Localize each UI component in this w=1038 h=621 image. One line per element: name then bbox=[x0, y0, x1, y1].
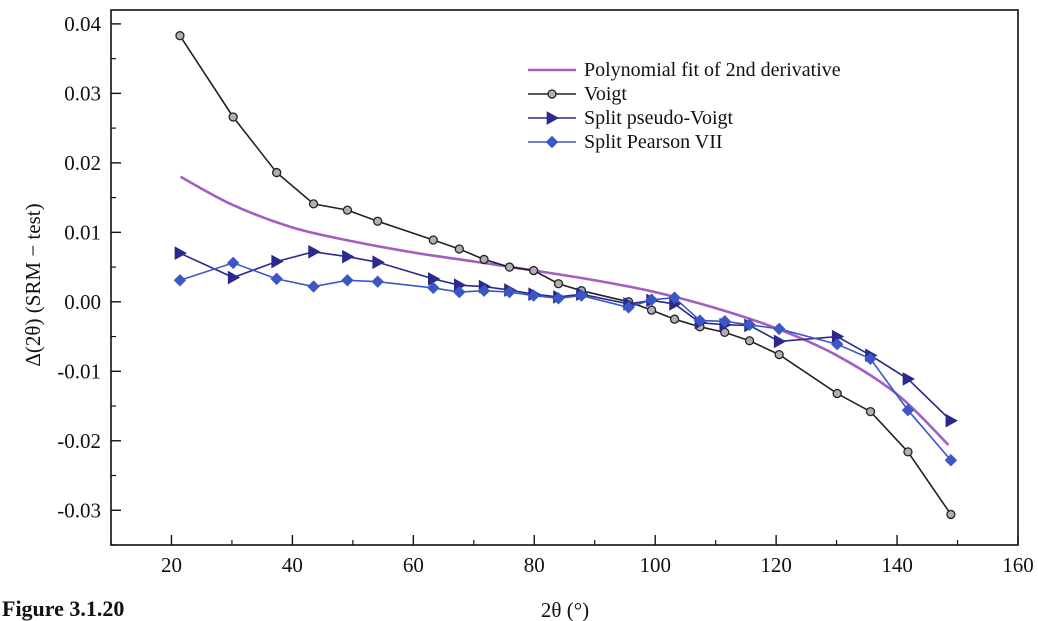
data-point bbox=[271, 254, 284, 269]
x-axis-title: 2θ (°) bbox=[541, 598, 589, 621]
legend-marker bbox=[546, 111, 560, 125]
series-layer bbox=[173, 31, 958, 520]
x-tick-label: 40 bbox=[282, 553, 303, 577]
legend-marker bbox=[545, 135, 559, 149]
data-point bbox=[428, 235, 438, 245]
series-3 bbox=[173, 256, 958, 467]
data-point bbox=[553, 279, 564, 289]
x-tick-label: 120 bbox=[760, 553, 792, 577]
y-tick-label: 0.01 bbox=[64, 220, 101, 244]
data-point bbox=[946, 509, 956, 520]
y-axis-title: Δ(2θ) (SRM − test) bbox=[21, 203, 45, 366]
data-point bbox=[901, 404, 915, 417]
data-point bbox=[864, 352, 877, 365]
plot-frame bbox=[110, 9, 1019, 546]
data-point bbox=[174, 246, 187, 261]
data-point bbox=[903, 447, 913, 457]
legend-item: Split pseudo-Voigt bbox=[528, 107, 734, 129]
series-line bbox=[179, 35, 952, 515]
series-line bbox=[179, 175, 950, 446]
series-line bbox=[179, 250, 952, 422]
legend-item: Voigt bbox=[528, 83, 627, 105]
y-tick-label: -0.01 bbox=[57, 359, 101, 383]
data-point bbox=[575, 289, 588, 302]
data-point bbox=[773, 334, 787, 349]
series-2 bbox=[174, 244, 958, 428]
data-point bbox=[372, 255, 385, 270]
data-point bbox=[529, 265, 539, 276]
data-point bbox=[479, 254, 489, 265]
data-point bbox=[830, 337, 844, 351]
data-point bbox=[270, 272, 283, 286]
series-line bbox=[179, 262, 952, 461]
data-point bbox=[503, 285, 516, 299]
data-point bbox=[504, 262, 515, 272]
data-point bbox=[865, 406, 876, 417]
data-point bbox=[371, 275, 384, 288]
axes: 20 40 60 80 100 120 140 160 -0.03 -0.02 -0.01 0.00 0… bbox=[57, 9, 1034, 577]
legend-label: Split pseudo-Voigt bbox=[584, 107, 734, 129]
data-point bbox=[832, 388, 842, 399]
legend-item: Split Pearson VII bbox=[528, 131, 723, 153]
data-point bbox=[226, 256, 240, 270]
legend-label: Voigt bbox=[584, 83, 627, 105]
data-point bbox=[945, 413, 958, 428]
legend: Polynomial fit of 2nd derivativeVoigtSpl… bbox=[528, 59, 841, 153]
data-point bbox=[744, 336, 755, 346]
data-point bbox=[774, 349, 784, 360]
data-point bbox=[342, 205, 353, 215]
legend-item: Polynomial fit of 2nd derivative bbox=[528, 59, 841, 81]
data-point bbox=[622, 301, 635, 314]
data-point bbox=[307, 280, 320, 293]
legend-marker bbox=[547, 89, 557, 99]
y-tick-label: 0.03 bbox=[64, 81, 101, 105]
x-tick-label: 80 bbox=[524, 553, 545, 577]
data-point bbox=[272, 167, 282, 178]
x-tick-label: 140 bbox=[881, 553, 913, 577]
series-0 bbox=[179, 175, 950, 446]
data-point bbox=[552, 292, 565, 305]
data-point bbox=[477, 284, 491, 297]
data-point bbox=[668, 291, 681, 304]
y-tick-label: -0.03 bbox=[57, 498, 101, 522]
data-point bbox=[527, 289, 540, 302]
data-point bbox=[173, 274, 187, 287]
data-point bbox=[645, 293, 658, 306]
data-point bbox=[453, 285, 466, 299]
data-point bbox=[175, 31, 185, 41]
data-point bbox=[902, 372, 915, 386]
x-tick-label: 100 bbox=[639, 553, 671, 577]
data-point bbox=[646, 305, 657, 315]
data-point bbox=[772, 322, 786, 336]
x-tick-label: 60 bbox=[403, 553, 424, 577]
data-point bbox=[342, 249, 355, 264]
data-point bbox=[227, 270, 241, 285]
x-tick-label: 160 bbox=[1002, 553, 1034, 577]
data-point bbox=[944, 454, 958, 467]
y-tick-label: 0.02 bbox=[64, 151, 101, 175]
data-point bbox=[308, 199, 319, 209]
legend-label: Split Pearson VII bbox=[584, 131, 723, 153]
data-point bbox=[669, 314, 680, 324]
data-point bbox=[718, 315, 731, 328]
data-point bbox=[427, 281, 440, 295]
data-point bbox=[743, 318, 756, 331]
y-tick-label: -0.02 bbox=[57, 429, 101, 453]
legend-label: Polynomial fit of 2nd derivative bbox=[584, 59, 841, 81]
data-point bbox=[228, 112, 238, 122]
data-point bbox=[693, 314, 707, 327]
data-point bbox=[308, 244, 321, 259]
data-point bbox=[373, 216, 383, 226]
y-tick-label: 0.00 bbox=[64, 290, 101, 314]
data-point bbox=[341, 274, 354, 287]
data-point bbox=[427, 272, 441, 286]
x-tick-label: 20 bbox=[161, 553, 182, 577]
y-tick-label: 0.04 bbox=[64, 12, 101, 36]
figure-caption: Figure 3.1.20 bbox=[2, 596, 125, 621]
data-point bbox=[454, 244, 464, 254]
